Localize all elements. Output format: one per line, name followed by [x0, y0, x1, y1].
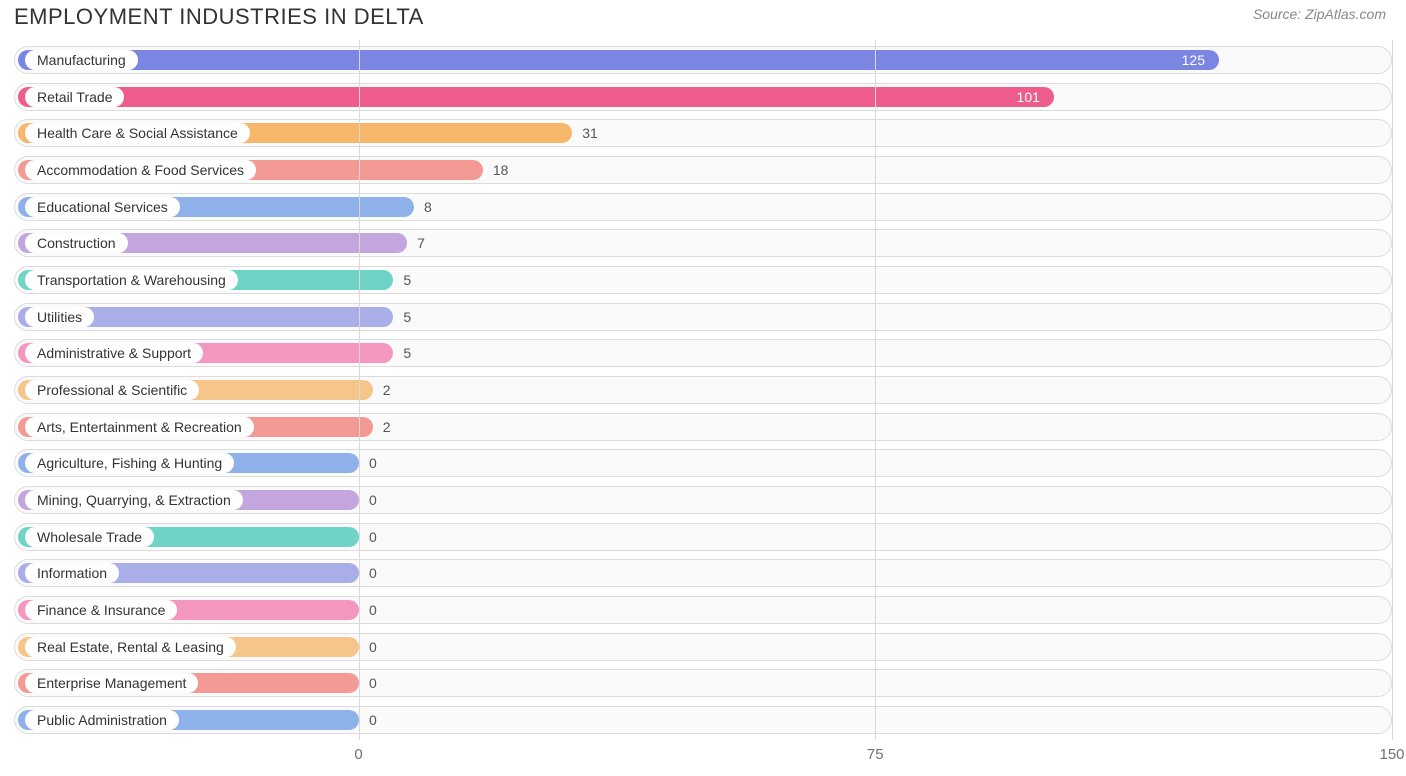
chart-header: EMPLOYMENT INDUSTRIES IN DELTA Source: Z… [0, 0, 1406, 30]
bar-label: Mining, Quarrying, & Extraction [25, 490, 243, 510]
bar-label: Transportation & Warehousing [25, 270, 238, 290]
x-axis-label: 75 [867, 746, 884, 763]
bar-value: 5 [403, 267, 411, 293]
bar-value: 0 [369, 487, 377, 513]
bar-row: Enterprise Management 0 [14, 669, 1392, 697]
bar-fill [18, 87, 1054, 107]
chart-source: Source: ZipAtlas.com [1253, 4, 1386, 22]
bar-row: Information 0 [14, 559, 1392, 587]
bar-value: 0 [369, 450, 377, 476]
bar-fill [18, 50, 1219, 70]
bar-row: Public Administration 0 [14, 706, 1392, 734]
bar-label: Professional & Scientific [25, 380, 199, 400]
bar-row: Wholesale Trade 0 [14, 523, 1392, 551]
bar-value: 0 [369, 707, 377, 733]
bar-label: Finance & Insurance [25, 600, 177, 620]
bar-label: Manufacturing [25, 50, 138, 70]
bar-row: Health Care & Social Assistance 31 [14, 119, 1392, 147]
bar-label: Construction [25, 233, 128, 253]
bar-row: Real Estate, Rental & Leasing 0 [14, 633, 1392, 661]
bar-label: Retail Trade [25, 87, 124, 107]
bar-label: Public Administration [25, 710, 179, 730]
bar-label: Real Estate, Rental & Leasing [25, 637, 236, 657]
bar-value: 31 [582, 120, 598, 146]
bar-row: Professional & Scientific 2 [14, 376, 1392, 404]
bar-value: 101 [1017, 84, 1040, 110]
bar-value: 18 [493, 157, 509, 183]
bar-label: Educational Services [25, 197, 180, 217]
bar-row: Educational Services 8 [14, 193, 1392, 221]
bar-label: Agriculture, Fishing & Hunting [25, 453, 234, 473]
gridline [875, 40, 876, 740]
gridline [1392, 40, 1393, 740]
bar-row: Finance & Insurance 0 [14, 596, 1392, 624]
bar-value: 8 [424, 194, 432, 220]
x-axis: 075150 [14, 746, 1392, 766]
bar-value: 125 [1182, 47, 1205, 73]
bar-value: 0 [369, 560, 377, 586]
bar-row: Transportation & Warehousing 5 [14, 266, 1392, 294]
x-axis-label: 150 [1379, 746, 1404, 763]
bar-value: 5 [403, 304, 411, 330]
bar-value: 7 [417, 230, 425, 256]
bar-label: Utilities [25, 307, 94, 327]
bar-value: 0 [369, 524, 377, 550]
bar-row: Accommodation & Food Services 18 [14, 156, 1392, 184]
bar-label: Wholesale Trade [25, 527, 154, 547]
bar-row: Manufacturing 125 [14, 46, 1392, 74]
bar-row: Administrative & Support 5 [14, 339, 1392, 367]
chart-title: EMPLOYMENT INDUSTRIES IN DELTA [14, 4, 424, 30]
bar-value: 2 [383, 377, 391, 403]
bar-label: Accommodation & Food Services [25, 160, 256, 180]
bar-row: Utilities 5 [14, 303, 1392, 331]
bar-label: Health Care & Social Assistance [25, 123, 250, 143]
chart-plot-area: Manufacturing 125 Retail Trade 101 Health Ca… [14, 40, 1392, 740]
bar-value: 0 [369, 670, 377, 696]
bar-value: 0 [369, 597, 377, 623]
gridline [359, 40, 360, 740]
x-axis-label: 0 [354, 746, 362, 763]
bar-row: Agriculture, Fishing & Hunting 0 [14, 449, 1392, 477]
bar-label: Information [25, 563, 119, 583]
bar-value: 5 [403, 340, 411, 366]
bar-row: Construction 7 [14, 229, 1392, 257]
bar-row: Arts, Entertainment & Recreation 2 [14, 413, 1392, 441]
bar-label: Enterprise Management [25, 673, 198, 693]
bar-label: Arts, Entertainment & Recreation [25, 417, 254, 437]
bars-container: Manufacturing 125 Retail Trade 101 Health Ca… [14, 40, 1392, 740]
bar-label: Administrative & Support [25, 343, 203, 363]
bar-value: 0 [369, 634, 377, 660]
bar-row: Retail Trade 101 [14, 83, 1392, 111]
bar-value: 2 [383, 414, 391, 440]
bar-row: Mining, Quarrying, & Extraction 0 [14, 486, 1392, 514]
